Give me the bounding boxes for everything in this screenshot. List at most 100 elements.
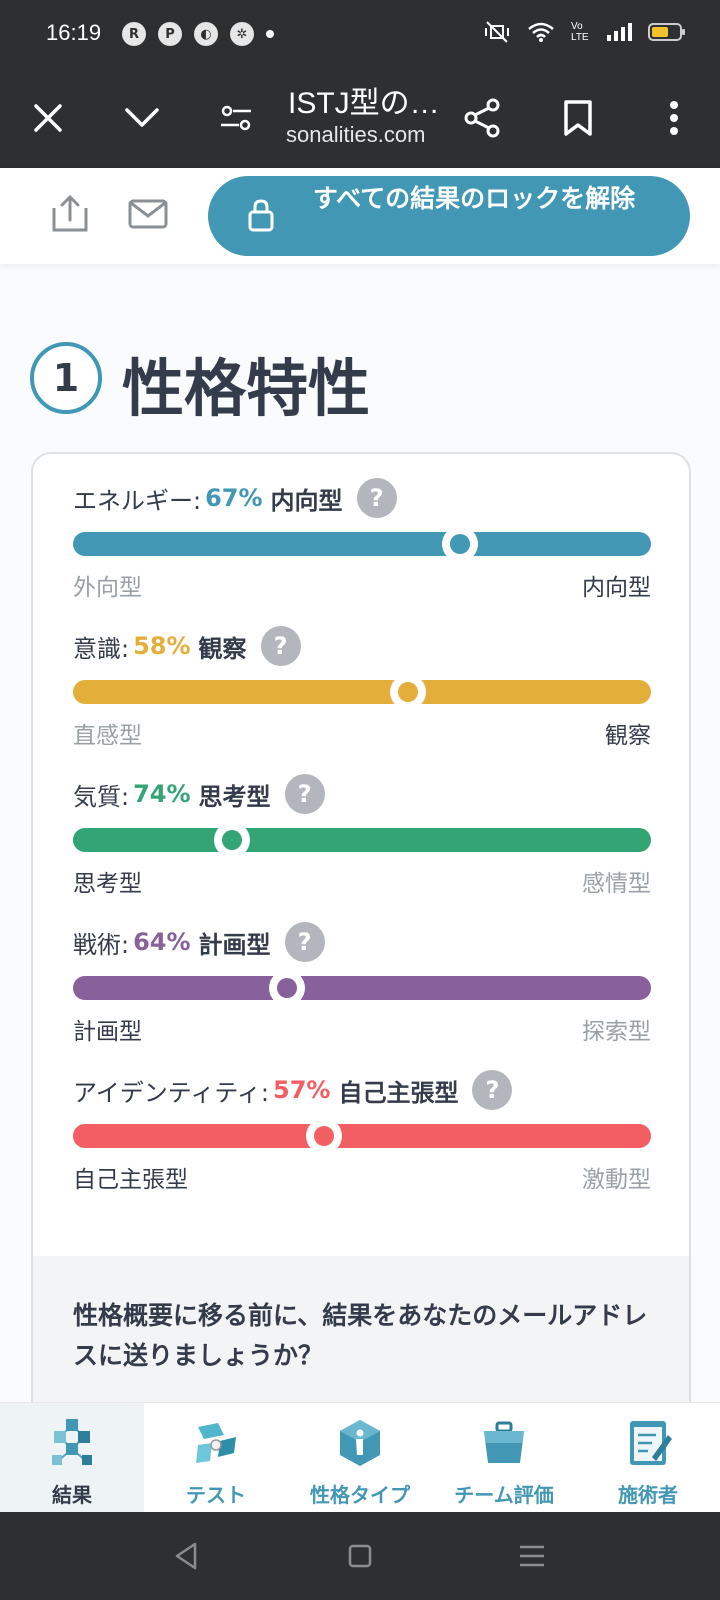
nav-label: テスト	[186, 1483, 246, 1507]
menu-icon	[520, 1545, 544, 1567]
trait-slider-knob[interactable]	[442, 526, 479, 562]
trait-type: 自己主張型	[338, 1078, 459, 1107]
battery-level	[652, 27, 668, 37]
trait-percent: 64%	[133, 928, 191, 956]
trait-slider-knob[interactable]	[390, 674, 427, 710]
more-vert-icon	[670, 101, 678, 135]
back-icon	[175, 1542, 197, 1570]
app-notification-icon: R	[122, 22, 146, 46]
close-tab-button[interactable]	[20, 90, 76, 146]
browser-toolbar: ISTJ型の… sonalities.com	[0, 70, 720, 168]
help-icon[interactable]: ?	[472, 1070, 513, 1110]
back-button[interactable]	[164, 1534, 208, 1578]
email-prompt-text: 性格概要に移る前に、結果をあなたのメールアドレスに送りましょうか？	[73, 1301, 648, 1370]
nav-results[interactable]: 結果	[0, 1403, 144, 1513]
trait-type: 計画型	[198, 930, 271, 959]
trait-left-end: 直感型	[73, 723, 142, 749]
unlock-results-button[interactable]: すべての結果のロックを解除	[208, 176, 690, 256]
battery-icon	[648, 23, 685, 41]
upload-icon	[52, 194, 88, 232]
pinterest-icon: P	[158, 22, 182, 46]
trait-right-end: 感情型	[582, 871, 651, 897]
info-icon	[332, 1415, 388, 1471]
recents-button[interactable]	[510, 1534, 554, 1578]
trait-label: エネルギー:	[73, 486, 202, 515]
home-button[interactable]	[338, 1534, 382, 1578]
trait-left-end: 自己主張型	[73, 1167, 188, 1193]
email-button[interactable]	[126, 192, 170, 236]
trait-right-end: 内向型	[582, 575, 651, 601]
tune-icon	[221, 105, 251, 131]
mail-icon	[128, 199, 168, 229]
export-button[interactable]	[48, 192, 92, 236]
trait-bar[interactable]	[73, 822, 651, 858]
share-button[interactable]	[454, 90, 510, 146]
trait-right-end: 探索型	[582, 1019, 651, 1045]
nav-practitioners[interactable]: 施術者	[576, 1403, 720, 1513]
help-icon[interactable]: ?	[284, 774, 325, 814]
nav-label: 施術者	[618, 1483, 678, 1507]
trait-right-end: 激動型	[582, 1167, 651, 1193]
trait-slider-knob[interactable]	[213, 822, 250, 858]
home-icon	[348, 1544, 372, 1568]
trait-left-end: 計画型	[73, 1019, 142, 1045]
more-options-button[interactable]	[646, 90, 702, 146]
vibrate-off-icon	[485, 21, 509, 43]
trait-label: 戦術:	[73, 930, 130, 959]
unlock-button-label: すべての結果のロックを解除	[312, 184, 636, 213]
nav-label: 結果	[52, 1483, 92, 1507]
trait-bar[interactable]	[73, 1118, 651, 1154]
section-number-badge: 1	[30, 342, 102, 414]
page-url[interactable]: sonalities.com	[286, 122, 426, 147]
personality-traits-card: エネルギー: 67% 内向型 ? 外向型 内向型 意識: 58% 観察 ? 直感…	[31, 452, 691, 1452]
system-icons: Vo LTE	[483, 20, 685, 44]
nav-team-assessment[interactable]: チーム評価	[432, 1403, 576, 1513]
volte-label: Vo LTE	[571, 21, 589, 43]
bookmark-button[interactable]	[550, 90, 606, 146]
trait-type: 思考型	[198, 782, 271, 811]
page-title[interactable]: ISTJ型の…	[288, 87, 440, 120]
clipboard-icon	[620, 1415, 676, 1471]
test-icon	[188, 1415, 244, 1471]
section-title: 性格特性	[122, 352, 371, 425]
trait-percent: 58%	[133, 632, 191, 660]
trait-slider-knob[interactable]	[268, 970, 305, 1006]
status-time: 16:19	[46, 20, 102, 45]
nav-label: チーム評価	[454, 1483, 554, 1507]
trait-slider-knob[interactable]	[306, 1118, 343, 1154]
nav-test[interactable]: テスト	[144, 1403, 288, 1513]
wifi-icon	[528, 22, 554, 42]
nav-label: 性格タイプ	[310, 1483, 410, 1507]
trait-label: アイデンティティ:	[73, 1078, 270, 1107]
results-action-bar: すべての結果のロックを解除	[0, 168, 720, 264]
help-icon[interactable]: ?	[356, 478, 397, 518]
status-bar: 16:19 R P ◐ ✲ Vo LTE	[0, 0, 720, 70]
trait-percent: 57%	[273, 1076, 331, 1104]
trait-label: 気質:	[73, 782, 130, 811]
trait-type: 観察	[198, 634, 247, 663]
nav-personality-types[interactable]: 性格タイプ	[288, 1403, 432, 1513]
molecule-icon	[44, 1415, 100, 1471]
site-settings-button[interactable]	[208, 90, 264, 146]
briefcase-icon	[476, 1415, 532, 1471]
more-notifications-dot	[266, 30, 274, 38]
bookmark-icon	[564, 100, 592, 136]
help-icon[interactable]: ?	[284, 922, 325, 962]
trait-percent: 74%	[133, 780, 191, 808]
trait-percent: 67%	[205, 484, 263, 512]
signal-icon	[607, 23, 632, 41]
minimize-button[interactable]	[114, 90, 170, 146]
trait-label: 意識:	[73, 634, 130, 663]
close-icon	[34, 104, 62, 132]
trait-bar[interactable]	[73, 526, 651, 562]
trait-bar[interactable]	[73, 674, 651, 710]
trait-type: 内向型	[270, 486, 343, 515]
trait-energy: エネルギー: 67% 内向型 ? 外向型 内向型	[73, 478, 651, 602]
share-icon	[464, 98, 500, 138]
bottom-navigation: 結果 テスト 性格タイプ チーム評価 施術者	[0, 1402, 720, 1513]
system-navigation-bar	[0, 1512, 720, 1600]
trait-tactics: 戦術: 64% 計画型 ? 計画型 探索型	[73, 922, 651, 1046]
trait-bar[interactable]	[73, 970, 651, 1006]
app-notification-icon: ✲	[230, 22, 254, 46]
help-icon[interactable]: ?	[260, 626, 301, 666]
